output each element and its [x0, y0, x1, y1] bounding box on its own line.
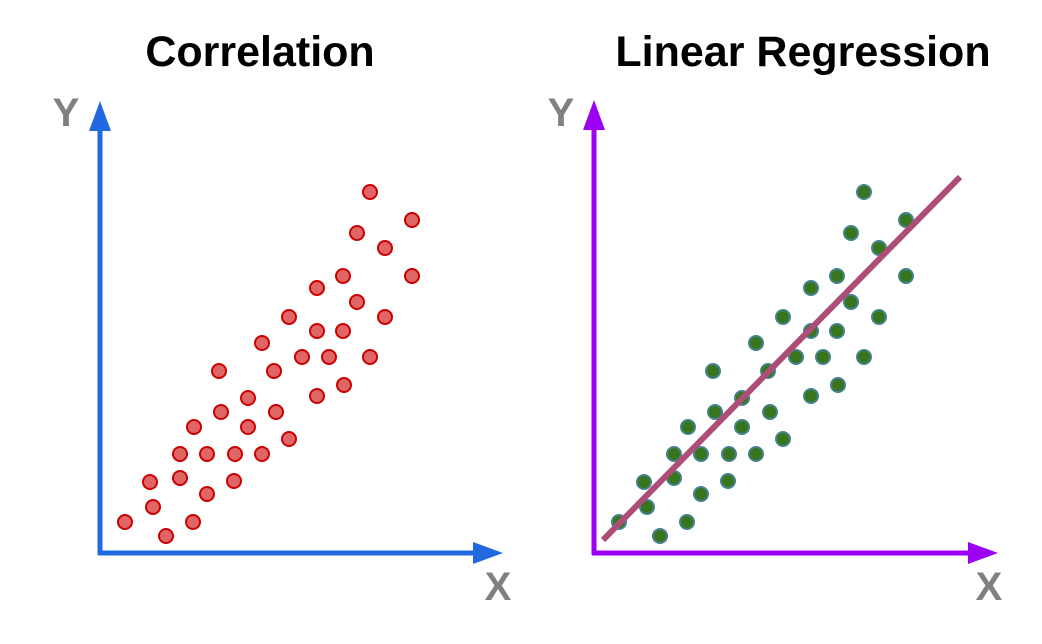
- right-scatter-point: [898, 212, 914, 228]
- right-scatter-point: [721, 446, 737, 462]
- right-y-axis-label: Y: [547, 91, 575, 135]
- right-scatter-point: [666, 446, 682, 462]
- right-scatter-point: [693, 486, 709, 502]
- right-scatter-point: [775, 431, 791, 447]
- right-scatter-point: [829, 268, 845, 284]
- left-scatter-point: [335, 268, 351, 284]
- left-scatter-point: [145, 499, 161, 515]
- right-scatter-point: [856, 184, 872, 200]
- right-scatter-point: [636, 474, 652, 490]
- right-panel-title: Linear Regression: [615, 28, 991, 76]
- left-scatter-point: [281, 309, 297, 325]
- left-scatter-point: [336, 377, 352, 393]
- left-x-axis-label: X: [484, 565, 512, 609]
- left-scatter-point: [158, 528, 174, 544]
- right-scatter-point: [748, 446, 764, 462]
- left-y-axis-label: Y: [52, 91, 80, 135]
- left-scatter-point: [309, 388, 325, 404]
- left-scatter-point: [199, 486, 215, 502]
- right-scatter-point: [679, 514, 695, 530]
- left-scatter-point: [349, 294, 365, 310]
- left-scatter-point: [404, 268, 420, 284]
- left-scatter-point: [142, 474, 158, 490]
- right-scatter-point: [843, 294, 859, 310]
- left-scatter-point: [226, 473, 242, 489]
- left-scatter-point: [349, 225, 365, 241]
- right-scatter-point: [775, 309, 791, 325]
- left-scatter-point: [321, 349, 337, 365]
- right-scatter-point: [803, 388, 819, 404]
- left-scatter-point: [377, 309, 393, 325]
- left-scatter-point: [254, 335, 270, 351]
- right-scatter-point: [734, 419, 750, 435]
- left-scatter-point: [172, 446, 188, 462]
- right-scatter-point: [748, 335, 764, 351]
- left-scatter-point: [294, 349, 310, 365]
- right-y-axis-arrowhead: [583, 100, 605, 130]
- left-scatter-point: [281, 431, 297, 447]
- right-scatter-point: [898, 268, 914, 284]
- right-scatter-point: [639, 499, 655, 515]
- right-scatter-point: [680, 419, 696, 435]
- left-x-axis-arrowhead: [473, 542, 503, 564]
- right-scatter-point: [871, 309, 887, 325]
- left-scatter-point: [362, 184, 378, 200]
- right-scatter-point: [803, 280, 819, 296]
- left-scatter-point: [117, 514, 133, 530]
- regression-line: [600, 174, 963, 543]
- right-scatter-point: [815, 349, 831, 365]
- left-scatter-point: [240, 390, 256, 406]
- left-scatter-point: [185, 514, 201, 530]
- left-scatter-point: [186, 419, 202, 435]
- left-scatter-point: [211, 363, 227, 379]
- right-scatter-point: [705, 363, 721, 379]
- right-scatter-point: [829, 323, 845, 339]
- right-x-axis-label: X: [975, 565, 1003, 609]
- left-scatter-point: [240, 419, 256, 435]
- left-scatter-point: [404, 212, 420, 228]
- right-scatter-point: [707, 404, 723, 420]
- left-scatter-point: [254, 446, 270, 462]
- left-scatter-point: [268, 404, 284, 420]
- left-scatter-point: [199, 446, 215, 462]
- right-scatter-point: [652, 528, 668, 544]
- right-scatter-point: [693, 446, 709, 462]
- left-scatter-point: [335, 323, 351, 339]
- right-x-axis-arrowhead: [968, 542, 998, 564]
- right-scatter-point: [720, 473, 736, 489]
- right-scatter-point: [843, 225, 859, 241]
- right-scatter-point: [762, 404, 778, 420]
- left-scatter-point: [377, 240, 393, 256]
- left-scatter-point: [309, 280, 325, 296]
- left-scatter-point: [213, 404, 229, 420]
- left-scatter-point: [227, 446, 243, 462]
- left-y-axis-arrowhead: [89, 101, 111, 131]
- left-panel-title: Correlation: [145, 28, 375, 76]
- left-scatter-point: [172, 470, 188, 486]
- right-scatter-point: [856, 349, 872, 365]
- right-scatter-point: [788, 349, 804, 365]
- left-scatter-point: [309, 323, 325, 339]
- left-scatter-point: [362, 349, 378, 365]
- right-scatter-point: [830, 377, 846, 393]
- left-scatter-point: [266, 363, 282, 379]
